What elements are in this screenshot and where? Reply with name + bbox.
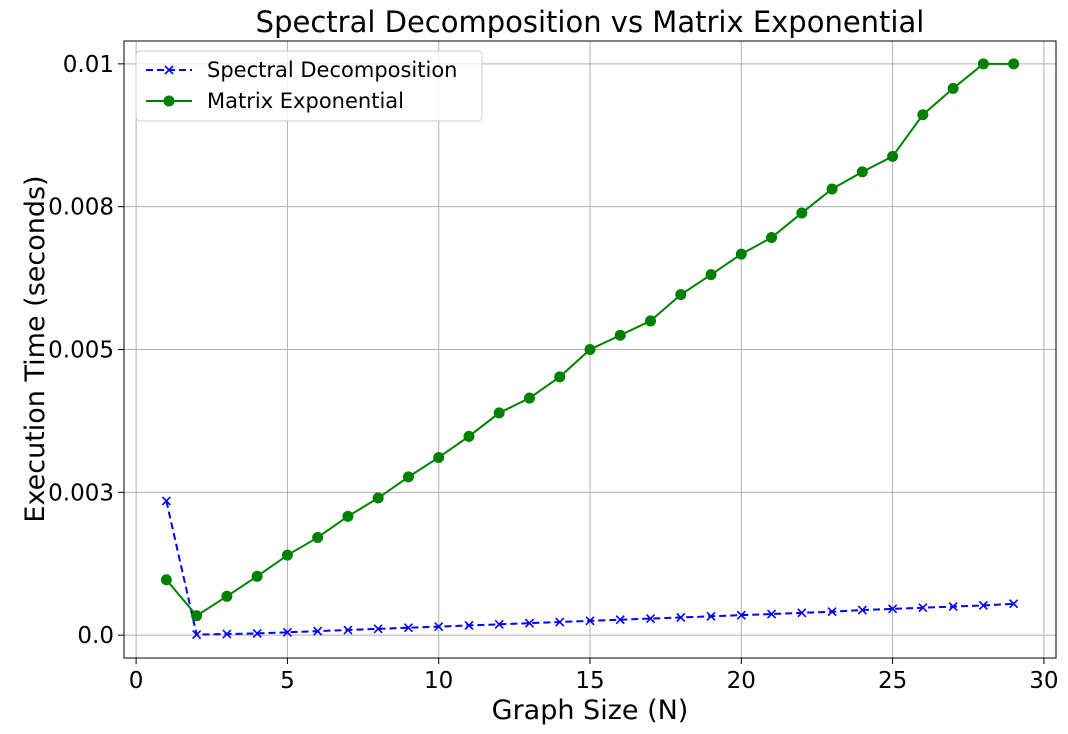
data-point-spectral-decomposition — [403, 623, 414, 633]
y-tick-label: 0.008 — [48, 195, 114, 221]
chart-title: Spectral Decomposition vs Matrix Exponen… — [256, 5, 925, 39]
x-tick-label: 15 — [575, 668, 604, 694]
data-point-spectral-decomposition — [615, 615, 625, 625]
series-layer — [160, 58, 1020, 640]
data-point-matrix-exponential — [826, 183, 838, 195]
data-point-spectral-decomposition — [827, 607, 837, 617]
data-point-spectral-decomposition — [888, 604, 898, 614]
y-tick-label: 0.01 — [63, 52, 114, 78]
data-point-matrix-exponential — [463, 430, 475, 442]
data-point-spectral-decomposition — [282, 627, 292, 637]
data-point-spectral-decomposition — [645, 614, 656, 624]
data-point-spectral-decomposition — [343, 625, 353, 635]
data-point-spectral-decomposition — [797, 608, 807, 618]
y-tick-label: 0.0 — [77, 623, 114, 649]
y-axis-label: Execution Time (seconds) — [20, 175, 51, 522]
legend-marker-spectral-decomposition — [164, 65, 174, 75]
x-tick-label: 20 — [727, 668, 756, 694]
x-tick-label: 0 — [129, 668, 144, 694]
data-point-spectral-decomposition — [434, 622, 444, 632]
data-point-spectral-decomposition — [464, 620, 474, 631]
data-point-matrix-exponential — [160, 574, 172, 586]
data-point-spectral-decomposition — [555, 617, 565, 627]
data-point-spectral-decomposition — [494, 619, 504, 629]
legend-box — [135, 50, 483, 122]
data-point-matrix-exponential — [887, 150, 899, 162]
data-point-matrix-exponential — [493, 407, 505, 419]
data-point-matrix-exponential — [796, 207, 808, 219]
data-point-spectral-decomposition — [857, 605, 867, 615]
data-point-matrix-exponential — [554, 371, 566, 383]
data-point-matrix-exponential — [584, 344, 596, 355]
data-point-matrix-exponential — [856, 166, 868, 178]
data-point-matrix-exponential — [312, 531, 324, 543]
data-point-spectral-decomposition — [373, 624, 383, 634]
legend: Spectral Decomposition Matrix Exponentia… — [135, 50, 483, 122]
series-matrix-exponential — [160, 58, 1020, 622]
data-point-matrix-exponential — [251, 570, 263, 582]
data-point-spectral-decomposition — [252, 628, 262, 638]
x-tick-label: 30 — [1029, 668, 1058, 694]
data-point-matrix-exponential — [705, 269, 717, 281]
data-point-matrix-exponential — [977, 58, 989, 70]
legend-label-matrix-exponential: Matrix Exponential — [207, 89, 404, 113]
data-point-matrix-exponential — [191, 610, 203, 622]
series-spectral-decomposition — [161, 496, 1019, 640]
data-point-matrix-exponential — [645, 315, 657, 327]
y-tick-label: 0.003 — [48, 480, 114, 506]
data-point-spectral-decomposition — [222, 629, 232, 639]
data-point-matrix-exponential — [947, 82, 959, 94]
data-point-spectral-decomposition — [706, 611, 716, 621]
data-point-matrix-exponential — [614, 329, 626, 341]
data-point-spectral-decomposition — [766, 609, 777, 619]
x-tick-label: 5 — [280, 668, 295, 694]
data-point-matrix-exponential — [523, 392, 535, 404]
data-point-spectral-decomposition — [585, 616, 595, 626]
data-point-matrix-exponential — [342, 510, 354, 522]
data-point-spectral-decomposition — [192, 630, 202, 640]
data-point-spectral-decomposition — [161, 496, 171, 506]
legend-marker-matrix-exponential — [163, 95, 175, 107]
data-point-matrix-exponential — [735, 248, 747, 260]
data-point-spectral-decomposition — [676, 612, 686, 623]
y-tick-label: 0.005 — [48, 338, 114, 364]
data-point-matrix-exponential — [433, 451, 445, 463]
data-point-spectral-decomposition — [524, 618, 535, 628]
x-axis-label: Graph Size (N) — [492, 695, 689, 726]
data-point-spectral-decomposition — [1009, 599, 1019, 609]
data-point-matrix-exponential — [372, 492, 384, 504]
tick-layer: 0 5 10 15 20 25 30 0.0 0.003 0.005 0.008 0.01 — [48, 52, 1058, 694]
legend-item-spectral-decomposition: Spectral Decomposition — [146, 58, 458, 82]
data-point-spectral-decomposition — [313, 626, 323, 636]
legend-label-spectral-decomposition: Spectral Decomposition — [207, 58, 458, 82]
data-point-spectral-decomposition — [736, 610, 746, 620]
data-point-matrix-exponential — [675, 289, 687, 301]
data-point-spectral-decomposition — [978, 600, 988, 611]
data-point-matrix-exponential — [402, 471, 414, 483]
data-point-matrix-exponential — [917, 109, 929, 121]
data-point-matrix-exponential — [766, 232, 778, 244]
x-tick-label: 25 — [878, 668, 907, 694]
data-point-matrix-exponential — [1008, 58, 1020, 70]
legend-item-matrix-exponential: Matrix Exponential — [146, 89, 404, 113]
data-point-matrix-exponential — [221, 590, 233, 602]
x-tick-label: 10 — [424, 668, 453, 694]
data-point-spectral-decomposition — [918, 603, 928, 613]
data-point-spectral-decomposition — [948, 602, 958, 612]
data-point-matrix-exponential — [281, 549, 293, 561]
